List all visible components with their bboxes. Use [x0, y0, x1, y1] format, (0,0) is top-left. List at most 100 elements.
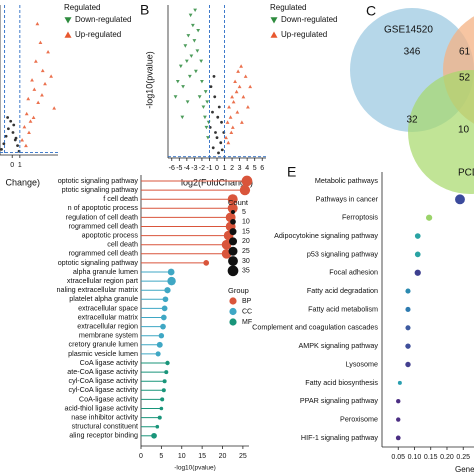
point [211, 110, 214, 114]
region-count: 346 [404, 47, 421, 58]
point [237, 84, 242, 89]
point [49, 74, 54, 78]
size-legend-dot [228, 237, 238, 246]
x-tick-label: 6 [260, 165, 264, 172]
legend-marker [270, 17, 278, 24]
dot [164, 287, 171, 294]
dot [405, 288, 411, 294]
dot [414, 251, 421, 258]
category-label: PPAR signaling pathway [300, 396, 379, 405]
category-label: Complement and coagulation cascades [252, 323, 378, 332]
point [4, 134, 8, 138]
point [11, 131, 15, 134]
point [52, 106, 57, 110]
point [206, 136, 210, 140]
point [236, 69, 241, 73]
group-legend-label: BP [242, 298, 252, 305]
point [183, 44, 188, 48]
size-legend-dot [228, 256, 238, 266]
x-tick-label: 2 [230, 165, 234, 172]
category-label: platelet alpha granule [69, 294, 138, 303]
y-axis-label: -log10(pvalue) [144, 51, 154, 109]
x-tick-label: -2 [199, 165, 205, 172]
point [16, 144, 19, 148]
dot [396, 398, 401, 404]
point [215, 136, 219, 140]
category-label: extracellular matrix [78, 312, 139, 321]
x-axis-label: Gene [455, 465, 474, 474]
x-tick-label: -6 [169, 165, 175, 172]
point [193, 8, 198, 12]
x-tick-label: 3 [238, 165, 242, 172]
point [189, 54, 194, 58]
point [212, 75, 216, 78]
point [187, 74, 192, 79]
point [209, 85, 213, 88]
point [175, 79, 180, 84]
point [22, 124, 27, 129]
category-label: extracellular region [77, 322, 138, 331]
legend-label: Down-regulated [281, 15, 337, 24]
dot [455, 194, 465, 205]
x-tick-label: 0 [10, 162, 14, 169]
dot [156, 341, 163, 348]
dot [160, 314, 167, 321]
dot [157, 415, 162, 420]
dot [167, 276, 176, 286]
category-label: plasmic vesicle lumen [68, 349, 138, 358]
point [38, 40, 43, 45]
dot [227, 203, 238, 214]
point [196, 28, 201, 33]
x-tick-label: 1 [223, 165, 227, 172]
dot [161, 305, 168, 312]
legend-title: Regulated [270, 3, 306, 12]
category-label: alpha granule lumen [73, 267, 138, 276]
group-legend-dot [229, 297, 237, 305]
point [234, 89, 239, 94]
dot [155, 424, 160, 429]
category-label: apoptotic process [82, 231, 139, 240]
point [217, 151, 220, 155]
dot [167, 268, 175, 276]
category-label: HIF-1 signaling pathway [301, 433, 379, 442]
category-label: regulation of cell death [66, 212, 138, 221]
legend-label: Up-regulated [281, 30, 327, 39]
point [181, 85, 185, 89]
point [9, 119, 13, 123]
dot [164, 370, 169, 375]
legend-label: Down-regulated [75, 15, 131, 24]
category-label: rogrammed cell death [68, 221, 138, 230]
point [28, 119, 33, 123]
x-tick-label: -3 [191, 165, 197, 172]
dot [396, 417, 401, 422]
point [27, 130, 31, 135]
legend-marker [270, 31, 278, 38]
point [40, 93, 44, 97]
size-legend-dot [230, 218, 236, 225]
x-tick-label: -4 [184, 165, 190, 172]
size-legend-dot [227, 265, 239, 277]
category-label: Adipocytokine signaling pathway [274, 231, 378, 240]
point [203, 90, 208, 94]
legend-label: Up-regulated [75, 30, 121, 39]
point [204, 125, 209, 130]
legend-title: Regulated [64, 3, 100, 12]
category-label: Ferroptosis [342, 213, 378, 222]
x-tick-label: 0 [215, 165, 219, 172]
panel-label: C [366, 3, 376, 19]
size-legend-dot [230, 209, 236, 215]
point [220, 148, 224, 152]
point [24, 111, 29, 116]
dot [405, 325, 411, 331]
category-label: xtracellular region part [67, 276, 138, 285]
dot [414, 233, 421, 239]
point [201, 105, 206, 109]
size-legend-label: 5 [242, 209, 246, 216]
group-legend-dot [229, 318, 237, 326]
point [184, 59, 189, 63]
category-label: p53 signaling pathway [307, 249, 379, 258]
panel-label: B [140, 2, 149, 18]
point [192, 39, 197, 43]
category-label: naling extracellular matrix [57, 285, 139, 294]
set-label: GSE14520 [384, 25, 433, 36]
